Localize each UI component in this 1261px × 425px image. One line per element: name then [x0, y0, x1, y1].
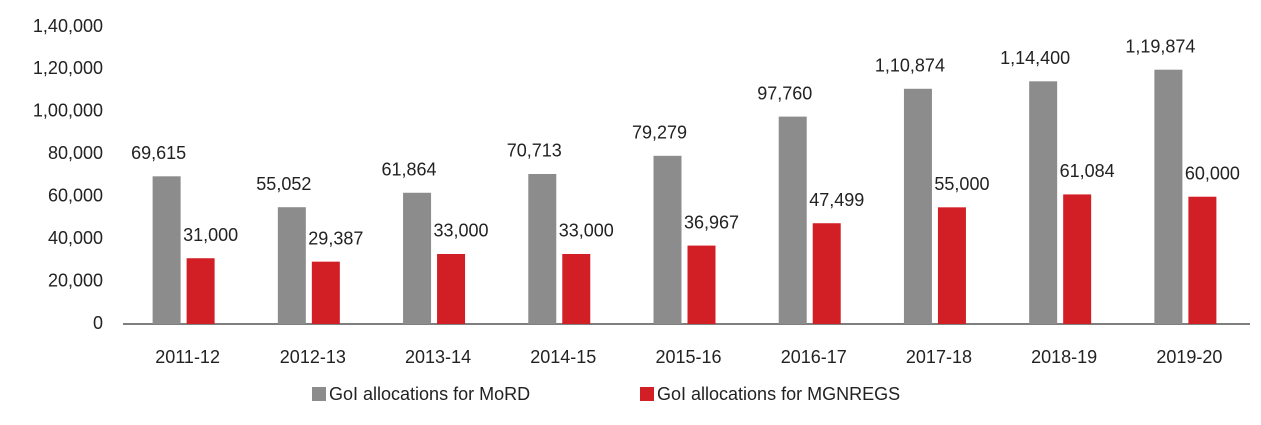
bar	[437, 253, 466, 324]
x-tick-label: 2019-20	[1156, 347, 1222, 367]
y-tick-label: 80,000	[48, 143, 103, 163]
data-label: 29,387	[308, 228, 363, 248]
y-tick-label: 40,000	[48, 228, 103, 248]
x-tick-label: 2013-14	[405, 347, 471, 367]
bar	[653, 155, 682, 324]
data-label: 61,864	[382, 160, 437, 180]
data-label: 36,967	[684, 212, 739, 232]
x-tick-label: 2016-17	[781, 347, 847, 367]
data-label: 79,279	[632, 123, 687, 143]
data-label: 1,10,874	[875, 56, 945, 76]
data-label: 55,052	[256, 174, 311, 194]
bar	[1188, 196, 1217, 324]
x-tick-label: 2011-12	[155, 347, 220, 367]
legend-swatch	[640, 387, 654, 401]
data-label: 1,19,874	[1125, 36, 1195, 56]
bar	[403, 192, 432, 324]
bar	[778, 116, 807, 324]
bar	[1063, 194, 1092, 324]
legend-swatch	[312, 387, 326, 401]
bar	[277, 207, 306, 324]
y-tick-label: 0	[93, 313, 103, 333]
y-tick-label: 1,20,000	[33, 58, 103, 78]
legend-label: GoI allocations for MoRD	[329, 384, 530, 404]
bar	[903, 88, 932, 324]
x-tick-label: 2012-13	[280, 347, 346, 367]
y-tick-label: 20,000	[48, 270, 103, 290]
data-label: 33,000	[559, 221, 614, 241]
bar	[1154, 69, 1183, 325]
data-label: 33,000	[434, 221, 489, 241]
bar	[937, 207, 966, 324]
data-label: 69,615	[131, 143, 186, 163]
data-label: 31,000	[183, 225, 238, 245]
x-tick-label: 2015-16	[655, 347, 721, 367]
data-label: 60,000	[1185, 163, 1240, 183]
bar	[687, 245, 716, 324]
data-label: 97,760	[757, 83, 812, 103]
x-tick-label: 2017-18	[906, 347, 972, 367]
bar	[1029, 81, 1058, 325]
bar	[152, 176, 181, 324]
bar	[311, 261, 340, 324]
bar	[528, 173, 557, 324]
bar	[562, 253, 591, 324]
data-label: 61,084	[1060, 161, 1115, 181]
x-tick-label: 2018-19	[1031, 347, 1097, 367]
y-tick-label: 1,00,000	[33, 101, 103, 121]
y-tick-label: 60,000	[48, 185, 103, 205]
legend-label: GoI allocations for MGNREGS	[657, 384, 900, 404]
data-label: 70,713	[507, 141, 562, 161]
data-label: 47,499	[809, 190, 864, 210]
bar	[812, 223, 841, 324]
y-tick-label: 1,40,000	[33, 16, 103, 36]
data-label: 1,14,400	[1000, 48, 1070, 68]
x-tick-label: 2014-15	[530, 347, 596, 367]
data-label: 55,000	[934, 174, 989, 194]
bar	[186, 258, 215, 324]
